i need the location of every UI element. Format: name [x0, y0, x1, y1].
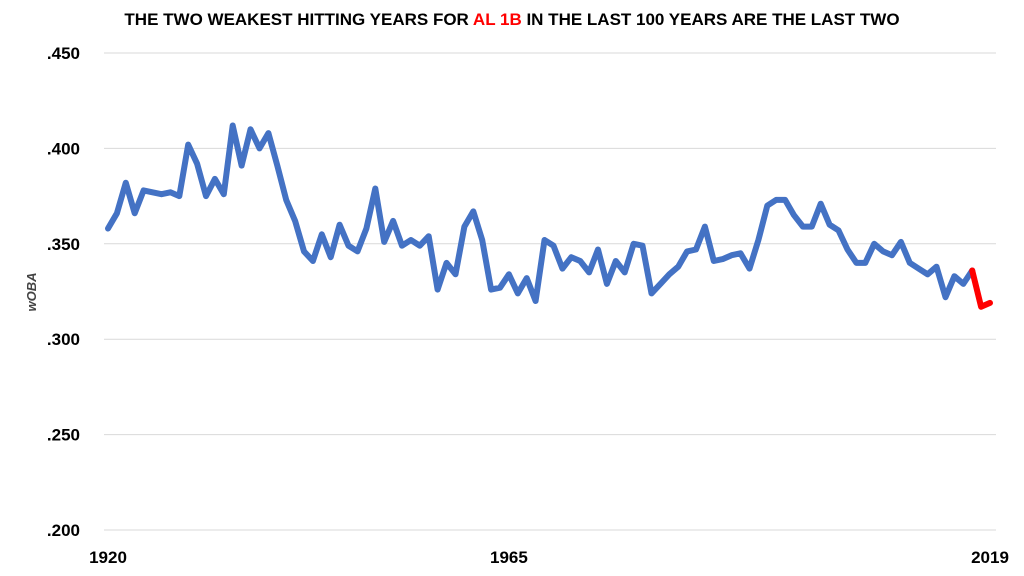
y-axis-label: wOBA: [24, 273, 39, 312]
y-tick-label: .450: [47, 44, 80, 63]
y-tick-label: .350: [47, 235, 80, 254]
x-tick-label: 1920: [89, 548, 127, 567]
y-axis-ticks: .450 .400 .350 .300 .250 .200: [47, 44, 80, 540]
y-tick-label: .300: [47, 330, 80, 349]
x-tick-label: 2019: [971, 548, 1009, 567]
chart-title-suffix: IN THE LAST 100 YEARS ARE THE LAST TWO: [521, 10, 900, 29]
chart-title-highlight: AL 1B: [472, 10, 522, 29]
x-axis-ticks: 1920 1965 2019: [89, 548, 1009, 567]
x-tick-label: 1965: [490, 548, 528, 567]
y-tick-label: .400: [47, 139, 80, 158]
y-tick-label: .200: [47, 521, 80, 540]
series-line-highlight: [969, 267, 993, 310]
series-line-main: [105, 122, 976, 304]
series-lines: [105, 122, 993, 310]
y-tick-label: .250: [47, 426, 80, 445]
chart-title: THE TWO WEAKEST HITTING YEARS FOR AL 1B …: [0, 10, 1024, 30]
chart-title-prefix: THE TWO WEAKEST HITTING YEARS FOR: [124, 10, 473, 29]
gridlines: [104, 52, 996, 531]
